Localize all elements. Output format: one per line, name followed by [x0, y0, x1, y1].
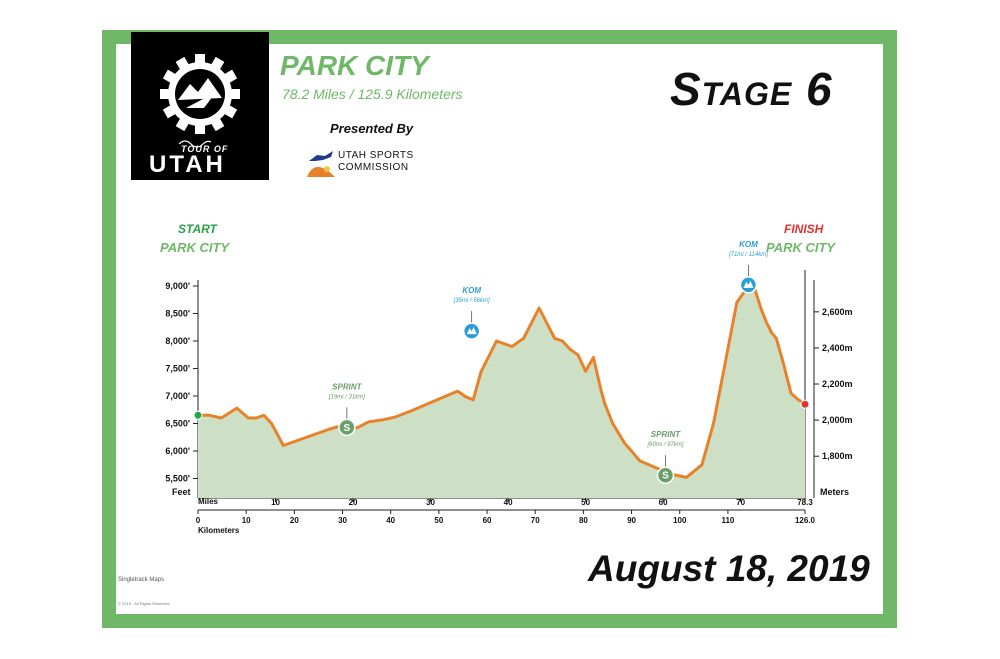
- kom-label: KOM: [462, 286, 481, 295]
- x-tick-label-km: 126.0: [795, 516, 816, 525]
- stage-number: Stage 6: [670, 63, 833, 115]
- x-label-miles: Miles: [198, 497, 219, 506]
- x-tick-label-km: 50: [434, 516, 443, 525]
- x-label-km: Kilometers: [198, 526, 240, 535]
- finish-dot: [800, 399, 810, 409]
- x-tick-label-miles: 60: [659, 498, 668, 507]
- y-tick-label-feet: 6,500': [165, 419, 190, 429]
- start-label: START: [178, 222, 219, 236]
- y-tick-label-feet: 7,000': [165, 391, 190, 401]
- copyright: © 2019 - All Rights Reserved: [118, 601, 170, 606]
- logo-line2: UTAH: [149, 151, 226, 178]
- x-tick-label-miles: 50: [581, 498, 590, 507]
- x-tick-label-km: 20: [290, 516, 299, 525]
- sprint-detail: [60mi / 97km]: [646, 442, 683, 448]
- sprint-label: SPRINT: [332, 382, 362, 391]
- x-tick-label-miles: 70: [736, 498, 745, 507]
- y-tick-label-feet: 7,500': [165, 364, 190, 374]
- marker-layer: START PARK CITY FINISH PARK CITY SPRINT [19mi…: [160, 222, 836, 484]
- x-tick-label-km: 110: [721, 516, 734, 525]
- y-tick-label-feet: 8,500': [165, 309, 190, 319]
- stage-date: August 18, 2019: [588, 548, 870, 589]
- sponsor-logo-icon: [305, 147, 337, 179]
- x-tick-label-km: 30: [338, 516, 347, 525]
- x-tick-label-miles: 78.3: [797, 498, 813, 507]
- sprint-icon: [338, 418, 356, 437]
- stage-name: PARK CITY: [280, 50, 429, 81]
- y-label-feet: Feet: [172, 487, 191, 497]
- kom-detail: [35mi / 56km]: [453, 298, 490, 304]
- sprint-s-icon: S: [662, 471, 669, 482]
- profile-layer: [198, 284, 806, 498]
- x-tick-label-km: 10: [242, 516, 251, 525]
- sprint-detail: [19mi / 31km]: [328, 394, 365, 400]
- kom-label: KOM: [739, 240, 758, 249]
- sprint-label: SPRINT: [651, 430, 681, 439]
- y-tick-label-meters: 2,400m: [822, 343, 853, 353]
- x-tick-label-km: 70: [531, 516, 540, 525]
- start-dot: [193, 410, 203, 420]
- x-tick-label-miles: 10: [271, 498, 280, 507]
- x-tick-label-km: 40: [386, 516, 395, 525]
- sponsor-name: UTAH SPORTS COMMISSION: [338, 150, 414, 174]
- finish-label: FINISH: [784, 222, 824, 236]
- y-tick-label-feet: 5,500': [165, 474, 190, 484]
- y-tick-label-feet: 8,000': [165, 336, 190, 346]
- stage-distance: 78.2 Miles / 125.9 Kilometers: [282, 86, 463, 102]
- y-tick-label-meters: 1,800m: [822, 451, 853, 461]
- presented-by: Presented By: [330, 121, 414, 136]
- x-tick-label-km: 100: [673, 516, 687, 525]
- x-tick-label-km: 90: [627, 516, 636, 525]
- sponsor-line2: COMMISSION: [338, 162, 409, 173]
- finish-location: PARK CITY: [766, 240, 836, 255]
- x-tick-label-miles: 40: [504, 498, 513, 507]
- x-tick-label-km: 60: [483, 516, 492, 525]
- gear-logo-icon: [160, 54, 240, 148]
- x-tick-label-km: 0: [196, 516, 201, 525]
- sprint-s-icon: S: [344, 423, 351, 434]
- kom-mountain-icon: [466, 327, 477, 335]
- tick-layer: 5,500' 6,000' 6,500' 7,000' 7,500' 8,000' 8,50…: [165, 281, 852, 535]
- y-tick-label-meters: 2,000m: [822, 415, 853, 425]
- sprint-icon: [656, 466, 675, 484]
- y-tick-label-feet: 9,000': [165, 281, 190, 291]
- y-tick-label-meters: 2,600m: [822, 307, 853, 317]
- y-tick-label-feet: 6,000': [165, 446, 190, 456]
- x-tick-label-miles: 20: [349, 498, 358, 507]
- kom-detail: [71mi / 114km]: [728, 252, 768, 258]
- x-tick-label-km: 80: [579, 516, 588, 525]
- sponsor-line1: UTAH SPORTS: [338, 150, 414, 161]
- y-label-meters: Meters: [820, 487, 849, 497]
- kom-mountain-icon: [743, 280, 754, 288]
- profile-area: [198, 286, 805, 498]
- tour-of-utah-logo: TOUR OF UTAH: [131, 32, 269, 180]
- y-tick-label-meters: 2,200m: [822, 379, 853, 389]
- start-location: PARK CITY: [160, 240, 230, 255]
- logo-line1: TOUR OF: [181, 144, 229, 154]
- map-credit: Singletrack Maps: [118, 577, 165, 583]
- x-tick-label-miles: 30: [426, 498, 435, 507]
